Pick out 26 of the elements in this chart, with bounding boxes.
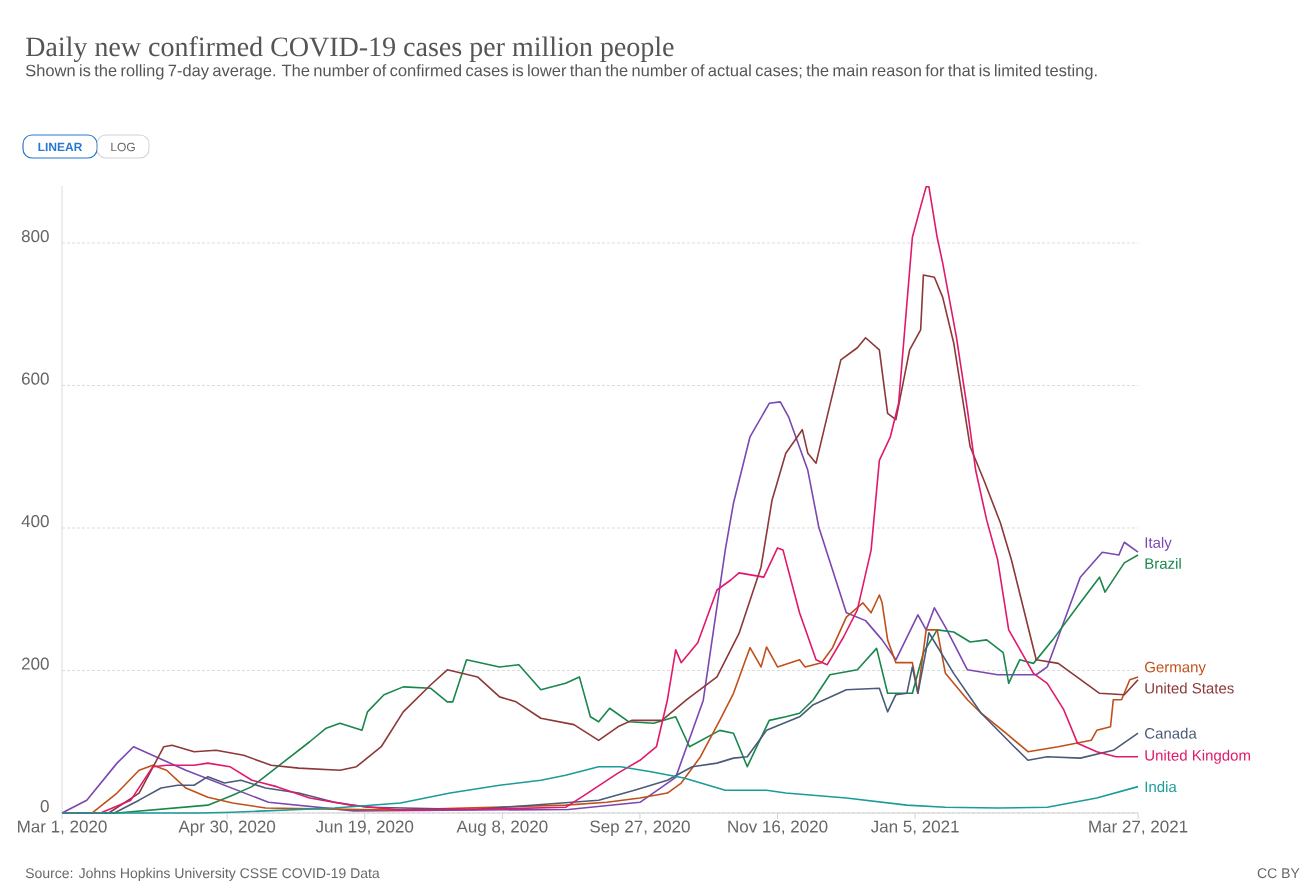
- x-tick-label: Apr 30, 2020: [178, 820, 276, 836]
- x-tick-label: Mar 27, 2021: [1089, 820, 1188, 835]
- series-label: India: [1145, 781, 1177, 793]
- y-tick-label: 600: [21, 372, 49, 385]
- y-tick-label: 0: [40, 800, 49, 813]
- x-tick-label: Mar 1, 2020: [18, 820, 107, 835]
- text: LOG: [111, 142, 135, 152]
- y-tick-label: 800: [21, 230, 49, 243]
- series-label: Canada: [1145, 727, 1197, 739]
- series-label: United States: [1145, 682, 1234, 694]
- series-label: Italy: [1145, 536, 1172, 551]
- chart-title: Daily new confirmed COVID-19 cases per million people: [26, 36, 674, 63]
- series-label: United Kingdom: [1145, 749, 1250, 764]
- x-tick-label: Sep 27, 2020: [590, 820, 690, 836]
- x-tick-label: Jan 5, 2021: [870, 820, 959, 835]
- source-note: Source: Johns Hopkins University CSSE COVID-19 Data: [25, 867, 380, 881]
- x-tick-label: Jun 19, 2020: [315, 820, 414, 835]
- chart-subtitle: Shown is the rolling 7-day average. The number of confirmed cases is lower than the number of actual cases; the main reason for that is limited testing.: [25, 64, 1097, 80]
- text: LINEAR: [38, 142, 83, 152]
- y-tick-label: 200: [21, 657, 49, 670]
- y-tick-label: 400: [21, 515, 49, 528]
- x-tick-label: Aug 8, 2020: [456, 820, 548, 836]
- series-label: Brazil: [1145, 557, 1181, 569]
- series-label: Germany: [1145, 661, 1206, 676]
- text: CC BY: [1257, 868, 1300, 879]
- x-tick-label: Nov 16, 2020: [728, 820, 828, 835]
